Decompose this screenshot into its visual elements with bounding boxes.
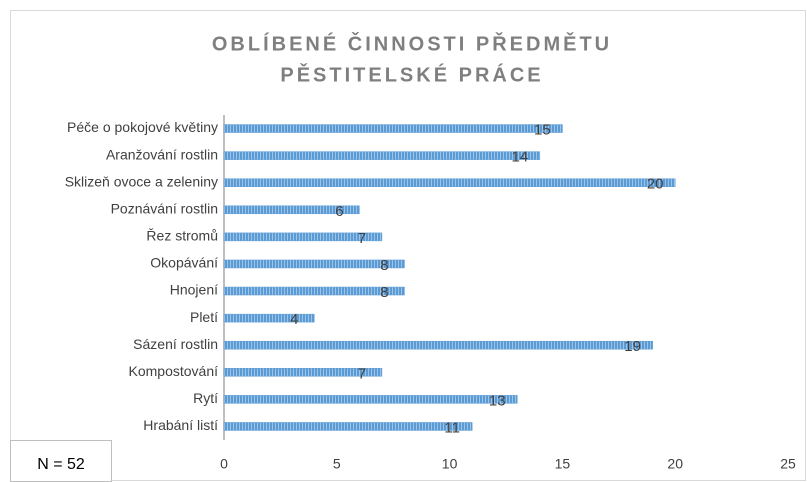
annotation-box bbox=[10, 440, 112, 482]
bar bbox=[223, 395, 518, 404]
y-tick-label: Kompostování bbox=[129, 363, 219, 379]
y-tick-label: Řez stromů bbox=[146, 228, 218, 244]
y-tick-label: Okopávání bbox=[150, 255, 218, 271]
y-tick-label: Sázení rostlin bbox=[133, 336, 218, 352]
bar bbox=[223, 124, 563, 133]
data-label: 4 bbox=[290, 311, 298, 328]
x-tick-label: 20 bbox=[667, 456, 683, 472]
bar bbox=[223, 259, 405, 269]
x-tick-label: 25 bbox=[780, 456, 796, 472]
bar bbox=[223, 286, 405, 296]
y-tick-label: Hnojení bbox=[170, 282, 218, 298]
bar bbox=[223, 232, 383, 242]
data-label: 7 bbox=[358, 230, 366, 247]
y-tick-label: Sklizeň ovoce a zeleniny bbox=[65, 173, 218, 189]
bar bbox=[223, 205, 360, 215]
data-label: 14 bbox=[511, 149, 528, 166]
bar bbox=[223, 422, 473, 431]
data-label: 13 bbox=[489, 392, 506, 409]
data-label: 11 bbox=[444, 419, 460, 436]
chart-title: PĚSTITELSKÉ PRÁCE bbox=[280, 62, 543, 86]
y-tick-label: Aranžování rostlin bbox=[106, 146, 218, 162]
annotation: N = 52 bbox=[37, 456, 85, 473]
x-tick-label: 5 bbox=[333, 456, 341, 472]
bar bbox=[223, 151, 541, 160]
x-tick-label: 15 bbox=[555, 456, 571, 472]
data-label: 20 bbox=[647, 176, 664, 193]
bar bbox=[223, 340, 653, 350]
data-label: 19 bbox=[624, 338, 641, 355]
x-tick-label: 10 bbox=[442, 456, 458, 472]
y-tick-label: Poznávání rostlin bbox=[111, 200, 218, 216]
y-tick-label: Hrabání listí bbox=[143, 417, 218, 433]
y-tick-label: Pletí bbox=[190, 309, 218, 325]
bar bbox=[223, 368, 383, 377]
bar bbox=[223, 178, 676, 187]
y-tick-label: Rytí bbox=[193, 390, 218, 406]
y-tick-label: Péče o pokojové květiny bbox=[67, 119, 218, 135]
data-label: 8 bbox=[380, 257, 388, 274]
x-tick-label: 0 bbox=[220, 456, 228, 472]
data-label: 6 bbox=[335, 203, 343, 220]
data-label: 8 bbox=[380, 284, 388, 301]
data-label: 15 bbox=[534, 122, 551, 139]
bar bbox=[223, 313, 315, 323]
data-label: 7 bbox=[358, 365, 366, 382]
chart-title: OBLÍBENÉ ČINNOSTI PŘEDMĚTU bbox=[212, 31, 612, 55]
